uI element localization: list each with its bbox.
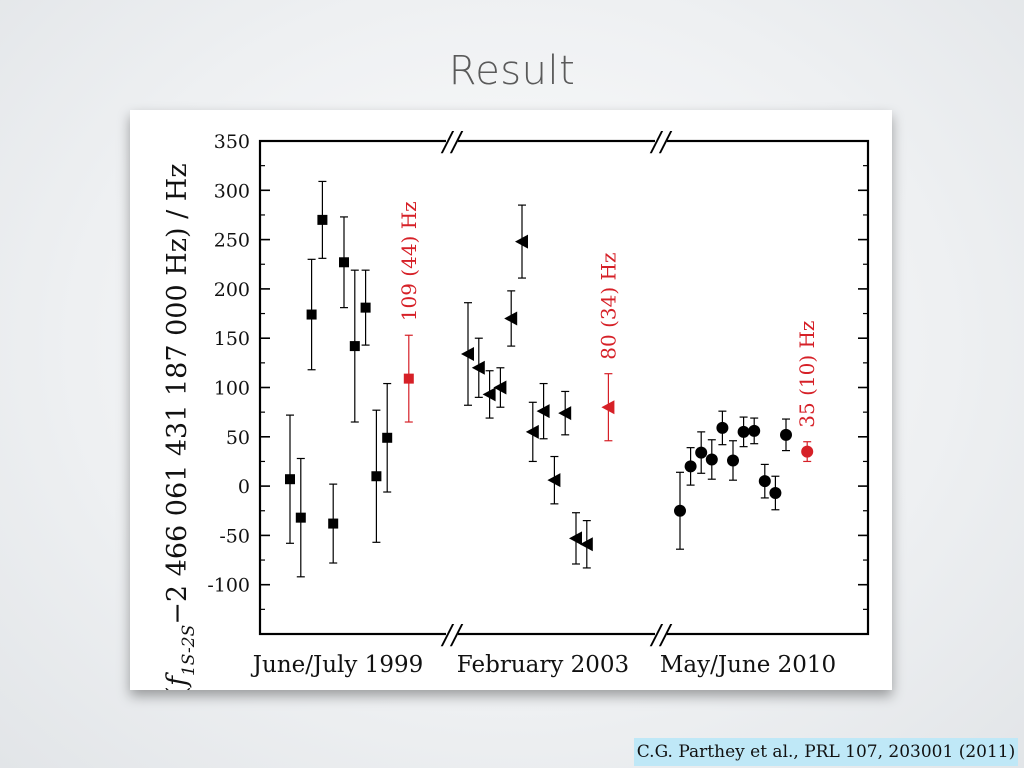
axis-break-gap <box>446 129 458 153</box>
data-point-square <box>317 214 328 225</box>
figure-card: -100 -50 0 50 100 150 200 250 300 350 // // // // June… <box>130 110 892 690</box>
data-point-square <box>306 309 317 320</box>
data-point-circle <box>737 425 750 438</box>
data-point-triangle <box>579 537 593 552</box>
data-point-square <box>349 341 360 352</box>
data-point-circle <box>674 504 686 517</box>
data-point-triangle <box>569 531 582 546</box>
y-axis-label-subscript: 1S-2S <box>179 625 199 676</box>
x-group-label: February 2003 <box>457 652 629 678</box>
y-axis-label: (f1S-2S−2 466 061 431 187 000 Hz) / Hz <box>162 163 199 690</box>
y-tick-label: -50 <box>219 525 250 547</box>
data-point-triangle <box>493 380 507 395</box>
y-axis-label-open: ( <box>162 686 193 690</box>
data-point-circle <box>727 454 739 467</box>
y-tick-label: 200 <box>214 279 250 301</box>
x-group-label: May/June 2010 <box>660 652 836 678</box>
citation-box: C.G. Parthey et al., PRL 107, 203001 (20… <box>634 738 1018 766</box>
axis-break-mark: // <box>649 127 673 158</box>
axis-break-mark: // <box>440 127 464 158</box>
data-point-square <box>328 518 339 529</box>
y-axis-label-rest: −2 466 061 431 187 000 Hz) / Hz <box>162 163 193 624</box>
data-point-square <box>339 257 349 268</box>
data-point-triangle <box>601 400 615 415</box>
data-point-circle <box>780 428 792 441</box>
y-tick-label: 50 <box>226 427 250 449</box>
data-point-triangle <box>504 311 518 326</box>
data-point-triangle <box>547 473 561 488</box>
data-annotation: 35 (10) Hz <box>795 321 819 428</box>
data-point-square <box>382 432 393 443</box>
data-point-square <box>360 302 371 313</box>
data-point-triangle <box>482 387 496 402</box>
chart: -100 -50 0 50 100 150 200 250 300 350 // // // // June… <box>162 127 870 690</box>
data-point-circle <box>769 487 782 500</box>
data-point-circle <box>695 446 708 459</box>
data-point-square <box>295 512 306 523</box>
data-point-square <box>285 474 295 485</box>
data-point-circle <box>758 475 771 488</box>
axis-break-gap <box>655 129 667 153</box>
data-annotation: 80 (34) Hz <box>596 252 620 359</box>
axis-break-gap <box>446 622 458 646</box>
axis-break-mark: // <box>649 620 673 651</box>
data-point-triangle <box>536 404 550 419</box>
slide-title: Result <box>448 48 576 94</box>
data-point-circle <box>684 460 697 473</box>
data-annotation: 109 (44) Hz <box>397 201 421 321</box>
data-point-triangle <box>461 346 474 361</box>
plot-frame <box>258 139 870 636</box>
data-point-circle <box>716 421 729 434</box>
data-point-triangle <box>558 406 572 421</box>
data-point-triangle <box>525 424 539 439</box>
chart-axes: -100 -50 0 50 100 150 200 250 300 350 // // // // June… <box>207 127 870 678</box>
axis-break-gap <box>655 622 667 646</box>
y-tick-label: 350 <box>214 131 250 153</box>
data-point-circle <box>801 445 814 458</box>
y-tick-label: 300 <box>214 180 250 202</box>
data-point-triangle <box>515 234 528 249</box>
data-point-triangle <box>471 360 485 375</box>
y-tick-label: 100 <box>214 378 250 400</box>
y-tick-label: 150 <box>214 328 250 350</box>
data-point-circle <box>705 453 718 466</box>
x-group-label: June/July 1999 <box>251 652 423 678</box>
chart-marks: 109 (44) Hz 80 (34) Hz 35 (10) Hz <box>285 180 819 578</box>
data-point-square <box>403 373 414 384</box>
y-tick-label: -100 <box>207 575 250 597</box>
y-tick-label: 250 <box>214 230 250 252</box>
y-tick-label: 0 <box>238 476 250 498</box>
axis-break-mark: // <box>440 620 464 651</box>
data-point-square <box>371 471 382 482</box>
data-point-circle <box>748 424 761 437</box>
